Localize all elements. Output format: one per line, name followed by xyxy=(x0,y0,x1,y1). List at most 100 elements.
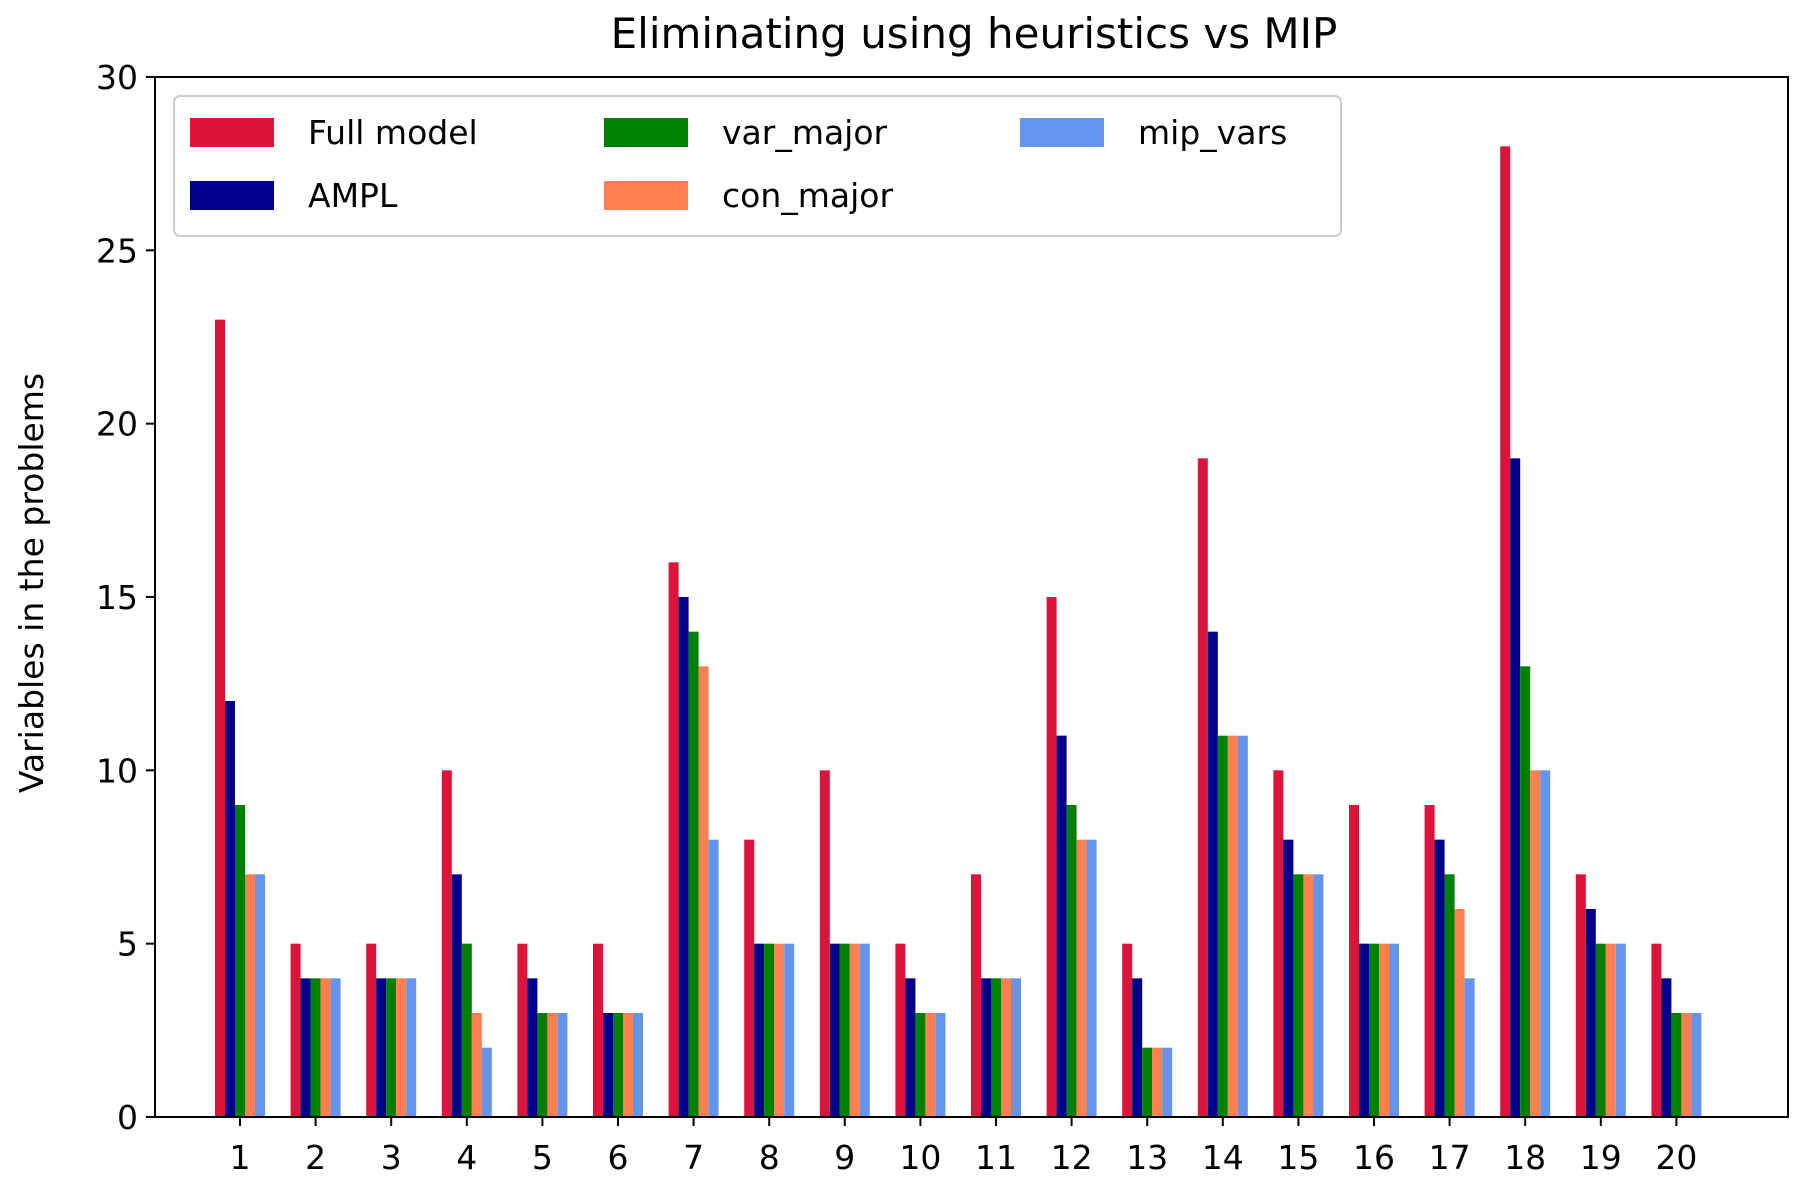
bar-var-major-17 xyxy=(1444,874,1455,1117)
bar-mip-vars-20 xyxy=(1691,1013,1702,1117)
x-tick-label: 9 xyxy=(834,1138,855,1177)
legend-swatch xyxy=(190,118,274,147)
bar-con-major-15 xyxy=(1303,874,1314,1117)
bar-var-major-10 xyxy=(915,1013,926,1117)
x-tick-label: 15 xyxy=(1277,1138,1319,1177)
bar-ampl-10 xyxy=(905,978,916,1117)
legend-swatch xyxy=(1020,118,1104,147)
bar-full-model-13 xyxy=(1122,943,1133,1117)
bar-ampl-3 xyxy=(376,978,387,1117)
bar-con-major-2 xyxy=(320,978,331,1117)
bar-full-model-7 xyxy=(668,562,679,1117)
bar-ampl-20 xyxy=(1661,978,1672,1117)
bar-con-major-9 xyxy=(849,943,860,1117)
bar-ampl-1 xyxy=(225,701,235,1117)
legend: Full model AMPL var_major con_major mip_vars xyxy=(173,95,1342,237)
bar-full-model-2 xyxy=(290,943,301,1117)
x-tick-label: 20 xyxy=(1655,1138,1697,1177)
x-tick-label: 18 xyxy=(1504,1138,1546,1177)
y-tick-label: 5 xyxy=(117,925,138,964)
bar-mip-vars-9 xyxy=(859,943,870,1117)
bar-full-model-10 xyxy=(895,943,906,1117)
bar-var-major-19 xyxy=(1595,943,1606,1117)
y-tick-label: 25 xyxy=(96,231,138,270)
bar-ampl-2 xyxy=(300,978,311,1117)
bar-full-model-20 xyxy=(1651,943,1662,1117)
x-tick-label: 2 xyxy=(305,1138,326,1177)
bar-var-major-12 xyxy=(1066,805,1077,1117)
legend-label: mip_vars xyxy=(1138,113,1287,152)
bar-full-model-16 xyxy=(1349,805,1359,1117)
bar-ampl-17 xyxy=(1434,839,1445,1117)
bar-ampl-18 xyxy=(1510,458,1521,1118)
y-axis-label: Variables in the problems xyxy=(12,373,51,793)
bar-var-major-20 xyxy=(1671,1013,1682,1117)
bar-ampl-8 xyxy=(754,943,765,1117)
bar-mip-vars-19 xyxy=(1615,943,1626,1117)
bar-full-model-4 xyxy=(441,770,452,1117)
bar-mip-vars-5 xyxy=(557,1013,568,1117)
bar-con-major-20 xyxy=(1681,1013,1692,1117)
bar-var-major-5 xyxy=(537,1013,548,1117)
bar-con-major-19 xyxy=(1605,943,1616,1117)
bar-var-major-13 xyxy=(1142,1047,1153,1117)
bar-var-major-11 xyxy=(991,978,1001,1117)
bar-con-major-4 xyxy=(471,1013,482,1117)
bar-var-major-1 xyxy=(235,805,245,1117)
bar-var-major-14 xyxy=(1217,735,1228,1117)
bar-ampl-11 xyxy=(981,978,991,1117)
bar-full-model-19 xyxy=(1575,874,1586,1117)
bar-mip-vars-11 xyxy=(1011,978,1021,1117)
bar-ampl-5 xyxy=(527,978,538,1117)
bar-full-model-12 xyxy=(1046,597,1057,1117)
bar-var-major-3 xyxy=(386,978,397,1117)
legend-swatch xyxy=(190,181,274,210)
y-tick-label: 30 xyxy=(96,58,138,97)
y-tick-label: 0 xyxy=(117,1098,138,1137)
x-tick-label: 7 xyxy=(683,1138,704,1177)
bar-con-major-1 xyxy=(245,874,255,1117)
bar-mip-vars-7 xyxy=(708,839,719,1117)
bar-full-model-1 xyxy=(215,319,225,1117)
bar-full-model-9 xyxy=(819,770,830,1117)
x-tick-label: 10 xyxy=(899,1138,941,1177)
bar-mip-vars-4 xyxy=(481,1047,492,1117)
bar-full-model-17 xyxy=(1424,805,1435,1117)
x-tick-label: 1 xyxy=(230,1138,251,1177)
legend-swatch xyxy=(604,118,688,147)
x-tick-label: 14 xyxy=(1202,1138,1244,1177)
bar-full-model-6 xyxy=(593,943,603,1117)
x-tick-label: 5 xyxy=(532,1138,553,1177)
bars-group xyxy=(215,146,1702,1118)
bar-mip-vars-3 xyxy=(406,978,417,1117)
bar-mip-vars-13 xyxy=(1162,1047,1173,1117)
bar-mip-vars-10 xyxy=(935,1013,946,1117)
x-tick-label: 8 xyxy=(759,1138,780,1177)
bar-ampl-6 xyxy=(603,1013,613,1117)
y-tick-label: 15 xyxy=(96,578,138,617)
x-tick-label: 11 xyxy=(975,1138,1017,1177)
bar-mip-vars-15 xyxy=(1313,874,1324,1117)
bar-mip-vars-12 xyxy=(1086,839,1097,1117)
bar-ampl-14 xyxy=(1207,631,1218,1117)
bar-con-major-14 xyxy=(1227,735,1238,1117)
bar-con-major-6 xyxy=(623,1013,633,1117)
legend-label: var_major xyxy=(722,113,888,152)
legend-label: con_major xyxy=(722,176,893,215)
bar-mip-vars-2 xyxy=(330,978,341,1117)
bar-mip-vars-1 xyxy=(255,874,265,1117)
bar-var-major-18 xyxy=(1520,666,1531,1117)
legend-swatch xyxy=(604,181,688,210)
bar-mip-vars-16 xyxy=(1389,943,1399,1117)
bar-var-major-8 xyxy=(764,943,775,1117)
x-tick-label: 6 xyxy=(608,1138,629,1177)
bar-con-major-10 xyxy=(925,1013,936,1117)
y-tick-label: 20 xyxy=(96,405,138,444)
bar-con-major-5 xyxy=(547,1013,558,1117)
legend-label: AMPL xyxy=(308,176,398,215)
bar-var-major-4 xyxy=(461,943,472,1117)
bar-con-major-8 xyxy=(774,943,785,1117)
bar-mip-vars-17 xyxy=(1464,978,1475,1117)
